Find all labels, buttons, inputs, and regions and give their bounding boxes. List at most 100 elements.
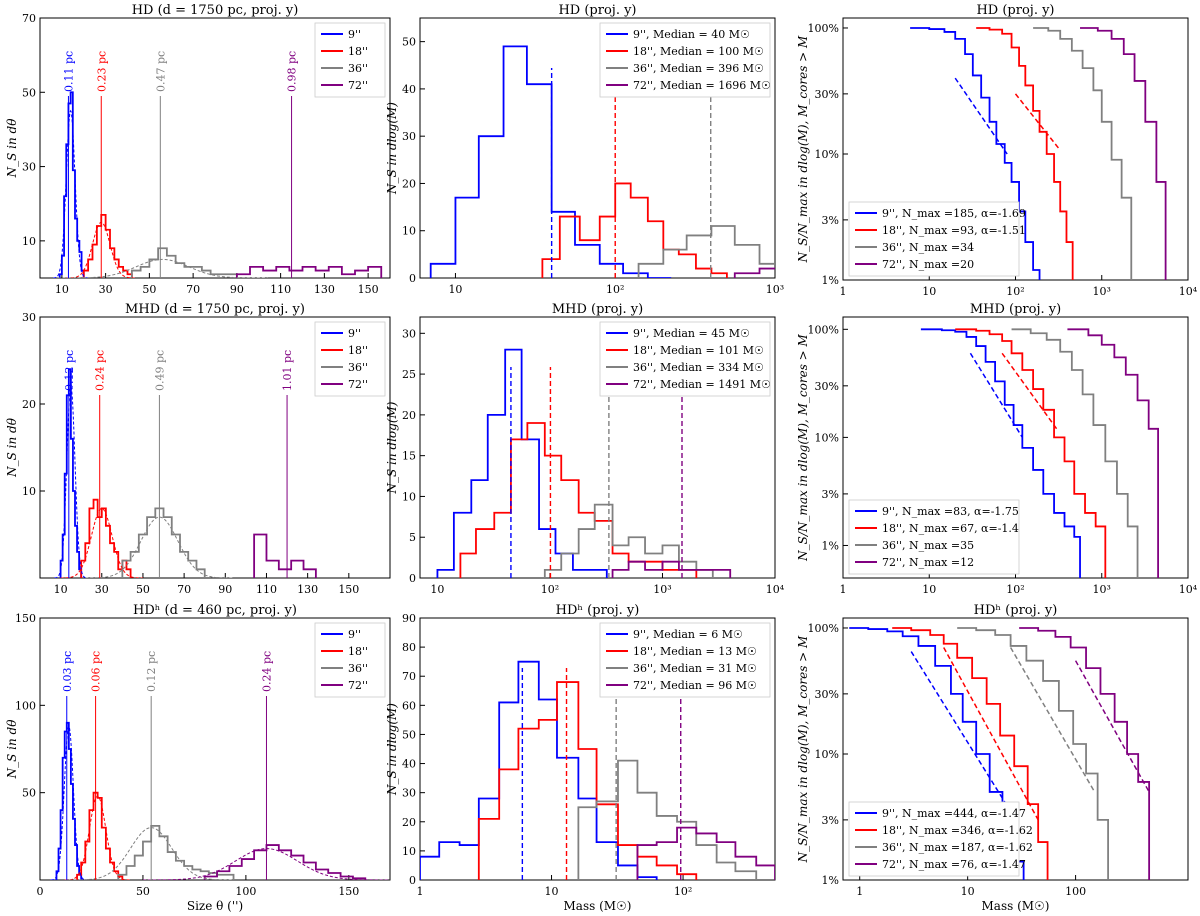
legend-entry: 36'', Median = 396 M☉ [633, 62, 764, 75]
series-4-line [203, 844, 367, 880]
power-law-fit-1 [910, 651, 1012, 812]
series-2-line [477, 681, 698, 880]
y-tick-label: 10% [815, 431, 839, 444]
x-tick-label: 10 [55, 283, 69, 296]
legend-entry: 36'' [348, 662, 368, 675]
legend-entry: 36'' [348, 361, 368, 374]
legend: 9'' 18'' 36'' 72'' [314, 321, 386, 397]
x-tick-label: 10² [606, 283, 624, 296]
legend-entry: 9'', N_max =444, α=-1.47 [882, 807, 1026, 820]
y-tick-label: 30 [402, 130, 416, 143]
x-tick-label: 50 [136, 583, 150, 596]
scale-marker-label: 0.23 pc [95, 51, 108, 92]
scale-marker-label: 0.24 pc [260, 651, 273, 692]
series-1-line [910, 27, 1041, 280]
x-tick-label: 10⁴ [766, 583, 785, 596]
x-tick-label: 150 [338, 583, 359, 596]
series-3-line [117, 824, 235, 880]
series-4-line [1080, 27, 1167, 280]
y-tick-label: 25 [402, 368, 416, 381]
legend-entry: 72'', N_max =12 [882, 556, 974, 569]
legend-box [599, 22, 771, 98]
x-axis-label: Mass (M☉) [564, 899, 632, 913]
series-2-line [76, 791, 124, 880]
chart-panel-5: MHD (proj. y) 10 10² 10³ 10⁴ 0 5 10 15 20 25 30 N_S … [385, 302, 785, 596]
series-1-line [436, 348, 608, 578]
x-tick-label: 10 [961, 885, 975, 898]
series-1-line [920, 328, 1081, 578]
chart-panel-9: HDʰ (proj. y) 1 10 100 1% 3% 10% 30% 100%N_S/N_m… [796, 603, 1189, 913]
chart-title: HDʰ (proj. y) [556, 603, 640, 618]
series-2-line [541, 182, 728, 278]
series-3-line [1033, 27, 1133, 280]
legend-box [314, 622, 386, 698]
scale-marker-label: 0.47 pc [154, 51, 167, 92]
y-axis-label: N_S in dlog(M) [385, 102, 399, 195]
y-tick-label: 30% [815, 688, 839, 701]
legend: 9'', N_max =83, α=-1.75 18'', N_max =67, … [848, 499, 1020, 575]
series-4-line [235, 265, 383, 278]
y-tick-label: 20 [402, 816, 416, 829]
y-tick-label: 15 [402, 450, 416, 463]
series-1-line [420, 660, 658, 880]
x-tick-label: 1 [856, 885, 863, 898]
x-tick-label: 110 [256, 583, 277, 596]
legend-entry: 9'', N_max =185, α=-1.69 [882, 207, 1026, 220]
x-tick-label: 10 [545, 885, 559, 898]
legend-entry: 18'' [348, 344, 368, 357]
axes-frame [419, 316, 776, 579]
series-4-line [611, 560, 732, 578]
legend-entry: 36'', N_max =187, α=-1.62 [882, 841, 1033, 854]
y-tick-label: 1% [822, 874, 839, 887]
x-tick-label: 10⁴ [1179, 285, 1198, 298]
x-tick-label: 30 [95, 583, 109, 596]
y-tick-label: 30 [22, 311, 36, 324]
y-tick-label: 0 [409, 272, 416, 285]
x-tick-label: 150 [358, 283, 379, 296]
axes-frame [842, 617, 1189, 881]
legend-entry: 72'' [348, 79, 368, 92]
x-axis-label: Mass (M☉) [982, 899, 1050, 913]
x-tick-label: 10² [1006, 583, 1024, 596]
legend: 9'' 18'' 36'' 72'' [314, 22, 386, 98]
x-tick-label: 100 [235, 885, 256, 898]
series-1-line [55, 721, 83, 880]
legend-entry: 36'', N_max =35 [882, 539, 974, 552]
y-axis-label: N_S in dlog(M) [385, 401, 399, 494]
y-axis-label: N_S in dlog(M) [385, 703, 399, 796]
series-3-line [637, 225, 775, 278]
y-tick-label: 80 [402, 641, 416, 654]
gaussian-fit-3 [68, 827, 234, 880]
y-tick-label: 30 [402, 327, 416, 340]
x-tick-label: 130 [314, 283, 335, 296]
power-law-fit-2 [943, 647, 1039, 821]
axes-frame [419, 17, 776, 279]
y-tick-label: 30% [815, 380, 839, 393]
x-tick-label: 90 [230, 283, 244, 296]
x-tick-label: 10 [922, 583, 936, 596]
chart-panel-4: MHD (d = 1750 pc, proj. y) 10 30 50 70 90 110 1… [5, 302, 391, 596]
legend-box [848, 201, 1020, 277]
y-axis-label: N_S in dθ [5, 417, 19, 478]
x-tick-label: 100 [1065, 885, 1086, 898]
y-tick-label: 100% [808, 22, 839, 35]
chart-title: HDʰ (d = 460 pc, proj. y) [133, 603, 297, 618]
series-3-line [121, 507, 206, 578]
legend-entry: 9'', Median = 6 M☉ [633, 628, 743, 641]
y-tick-label: 50 [402, 728, 416, 741]
series-2-line [459, 422, 698, 578]
scale-marker-label: 0.12 pc [145, 651, 158, 692]
legend-entry: 18'' [348, 645, 368, 658]
x-tick-label: 10³ [653, 583, 671, 596]
series-3-line [543, 503, 714, 578]
legend-entry: 72'' [348, 679, 368, 692]
x-tick-label: 10 [430, 583, 444, 596]
legend-entry: 72'' [348, 378, 368, 391]
legend-entry: 36'', Median = 334 M☉ [633, 361, 764, 374]
series-2-line [976, 27, 1074, 280]
y-tick-label: 70 [22, 12, 36, 25]
y-tick-label: 20 [402, 177, 416, 190]
legend-box [848, 801, 1020, 877]
chart-title: MHD (d = 1750 pc, proj. y) [125, 302, 305, 317]
y-tick-label: 10% [815, 148, 839, 161]
